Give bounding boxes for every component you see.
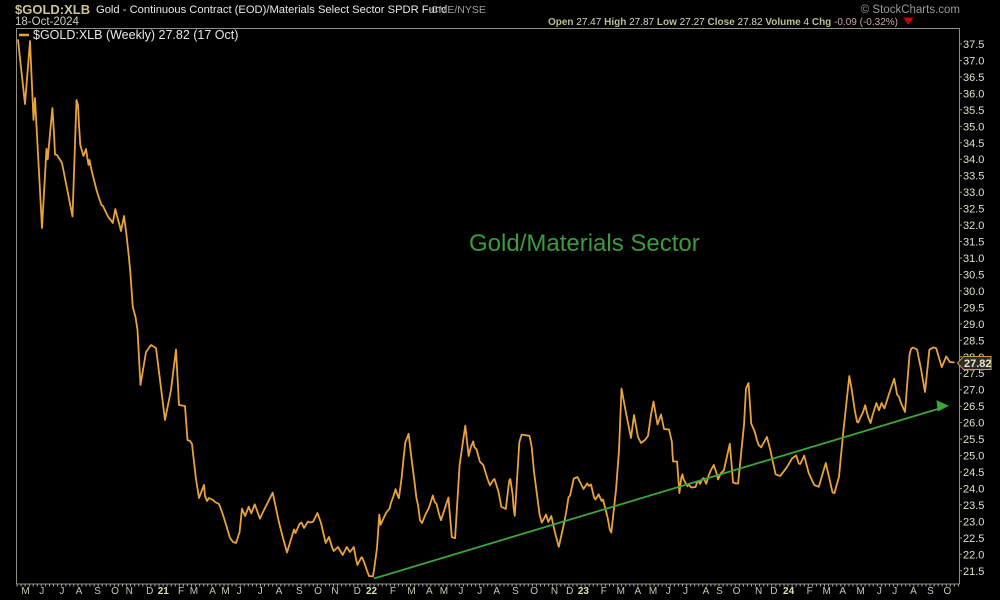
svg-text:J: J (683, 586, 688, 597)
svg-text:N: N (331, 586, 338, 597)
svg-text:J: J (59, 586, 64, 597)
svg-text:35.5: 35.5 (963, 105, 984, 117)
svg-text:CME/NYSE: CME/NYSE (431, 4, 486, 16)
svg-text:22.5: 22.5 (963, 533, 984, 545)
svg-text:J: J (666, 586, 671, 597)
svg-text:21.5: 21.5 (963, 566, 984, 578)
svg-text:37.0: 37.0 (963, 56, 984, 68)
svg-text:F: F (390, 586, 396, 597)
svg-text:28.5: 28.5 (963, 335, 984, 347)
svg-text:M: M (190, 586, 198, 597)
svg-text:24.0: 24.0 (963, 484, 984, 496)
svg-text:24: 24 (783, 586, 795, 597)
svg-text:30.5: 30.5 (963, 270, 984, 282)
svg-text:F: F (807, 586, 813, 597)
svg-text:F: F (601, 586, 607, 597)
svg-text:© StockCharts.com: © StockCharts.com (861, 4, 960, 16)
svg-text:30.0: 30.0 (963, 286, 984, 298)
svg-text:31.0: 31.0 (963, 253, 984, 265)
svg-text:26.0: 26.0 (963, 418, 984, 430)
svg-text:33.5: 33.5 (963, 171, 984, 183)
svg-text:J: J (258, 586, 263, 597)
svg-text:A: A (634, 586, 641, 597)
svg-text:18-Oct-2024: 18-Oct-2024 (15, 16, 80, 28)
svg-text:32.0: 32.0 (963, 220, 984, 232)
svg-text:J: J (877, 586, 882, 597)
svg-text:D: D (354, 586, 361, 597)
svg-text:O: O (111, 586, 119, 597)
svg-text:N: N (551, 586, 558, 597)
svg-text:O: O (733, 586, 741, 597)
svg-text:S: S (296, 586, 303, 597)
svg-text:25.0: 25.0 (963, 451, 984, 463)
svg-text:25.5: 25.5 (963, 434, 984, 446)
svg-text:M: M (221, 586, 229, 597)
svg-text:27.0: 27.0 (963, 385, 984, 397)
svg-text:26.5: 26.5 (963, 401, 984, 413)
svg-text:27.82: 27.82 (964, 358, 992, 370)
svg-text:23.0: 23.0 (963, 516, 984, 528)
svg-text:A: A (703, 586, 710, 597)
svg-text:M: M (407, 586, 415, 597)
svg-text:M: M (21, 586, 29, 597)
svg-text:34.0: 34.0 (963, 154, 984, 166)
svg-text:27.5: 27.5 (963, 368, 984, 380)
svg-text:33.0: 33.0 (963, 187, 984, 199)
svg-text:Gold/Materials Sector: Gold/Materials Sector (469, 230, 700, 257)
svg-text:32.5: 32.5 (963, 204, 984, 216)
svg-text:35.0: 35.0 (963, 121, 984, 133)
svg-text:M: M (857, 586, 865, 597)
svg-text:A: A (839, 586, 846, 597)
svg-text:A: A (276, 586, 283, 597)
svg-text:M: M (649, 586, 657, 597)
svg-text:34.5: 34.5 (963, 138, 984, 150)
svg-text:29.0: 29.0 (963, 319, 984, 331)
svg-text:$GOLD:XLB (Weekly) 27.82 (17 O: $GOLD:XLB (Weekly) 27.82 (17 Oct) (33, 28, 238, 42)
svg-text:36.5: 36.5 (963, 72, 984, 84)
svg-text:D: D (146, 586, 153, 597)
svg-text:22.0: 22.0 (963, 549, 984, 561)
svg-text:A: A (493, 586, 500, 597)
svg-text:O: O (530, 586, 538, 597)
svg-text:29.5: 29.5 (963, 302, 984, 314)
svg-text:J: J (458, 586, 463, 597)
svg-text:A: A (426, 586, 433, 597)
svg-text:21: 21 (158, 586, 170, 597)
svg-text:A: A (209, 586, 216, 597)
svg-text:O: O (944, 586, 952, 597)
svg-text:N: N (126, 586, 133, 597)
svg-text:D: D (770, 586, 777, 597)
svg-text:23: 23 (578, 586, 590, 597)
svg-text:J: J (892, 586, 897, 597)
svg-text:J: J (39, 586, 44, 597)
svg-text:S: S (927, 586, 934, 597)
svg-text:23.5: 23.5 (963, 500, 984, 512)
svg-text:S: S (512, 586, 519, 597)
svg-text:Gold - Continuous Contract (EO: Gold - Continuous Contract (EOD)/Materia… (96, 4, 447, 16)
svg-text:Open 27.47 High 27.87 Low 27: Open 27.47 High 27.87 Low 27.27 Close 27… (548, 17, 898, 28)
svg-text:A: A (76, 586, 83, 597)
svg-text:$GOLD:XLB: $GOLD:XLB (15, 2, 90, 17)
svg-text:A: A (910, 586, 917, 597)
svg-text:J: J (477, 586, 482, 597)
svg-text:36.0: 36.0 (963, 88, 984, 100)
svg-text:N: N (755, 586, 762, 597)
svg-text:S: S (94, 586, 101, 597)
svg-text:F: F (178, 586, 184, 597)
svg-text:31.5: 31.5 (963, 237, 984, 249)
svg-text:J: J (237, 586, 242, 597)
svg-text:22: 22 (366, 586, 378, 597)
svg-text:O: O (314, 586, 322, 597)
svg-text:S: S (716, 586, 723, 597)
svg-text:37.5: 37.5 (963, 39, 984, 51)
svg-text:D: D (566, 586, 573, 597)
svg-text:M: M (823, 586, 831, 597)
svg-text:M: M (617, 586, 625, 597)
svg-text:24.5: 24.5 (963, 467, 984, 479)
svg-text:M: M (440, 586, 448, 597)
